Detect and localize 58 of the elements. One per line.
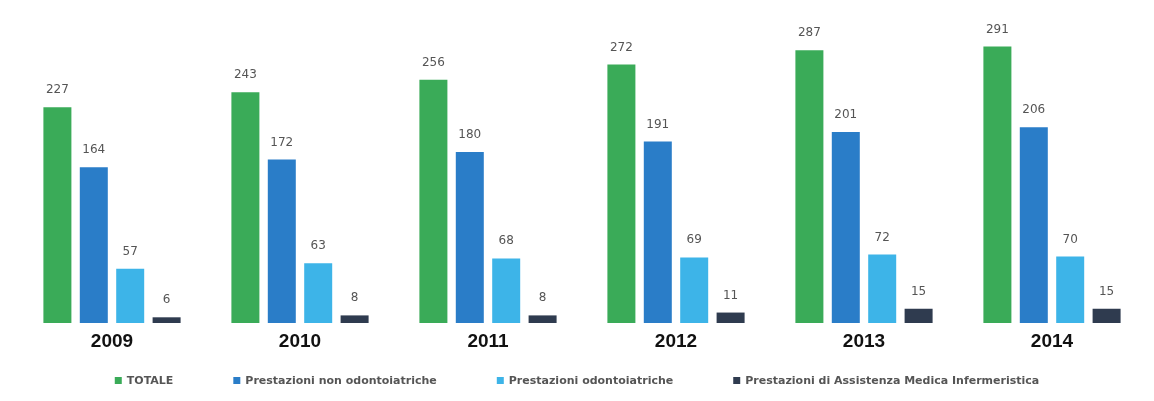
bar — [419, 79, 448, 323]
x-tick-label: 2010 — [278, 330, 322, 351]
bar — [43, 107, 72, 323]
bar — [1056, 256, 1085, 323]
data-label: 15 — [910, 283, 927, 298]
data-label: 57 — [122, 243, 138, 258]
data-label: 11 — [722, 287, 739, 302]
data-label: 172 — [270, 134, 294, 149]
data-label: 227 — [45, 82, 69, 97]
x-tick-label: 2014 — [1030, 330, 1074, 351]
bar — [1019, 127, 1048, 323]
bar — [680, 257, 709, 323]
legend-label: Prestazioni odontoiatriche — [508, 374, 674, 387]
data-label: 164 — [82, 142, 106, 157]
bar — [607, 64, 636, 323]
x-tick-label: 2013 — [842, 330, 886, 351]
bar — [868, 254, 897, 323]
bar — [79, 167, 108, 323]
data-label: 72 — [874, 229, 890, 244]
data-label: 70 — [1062, 231, 1078, 246]
data-label: 8 — [538, 290, 547, 305]
data-label: 15 — [1098, 283, 1115, 298]
bar — [643, 141, 672, 323]
data-label: 243 — [233, 67, 257, 82]
data-label: 191 — [646, 116, 670, 131]
data-label: 201 — [834, 107, 858, 122]
x-tick-label: 2009 — [90, 330, 134, 351]
data-label: 256 — [421, 54, 445, 69]
data-label: 206 — [1022, 102, 1046, 117]
legend-label: Prestazioni non odontoiatriche — [245, 374, 437, 387]
legend-label: Prestazioni di Assistenza Medica Infermeristica — [745, 374, 1040, 387]
data-label: 8 — [350, 290, 359, 305]
bar — [983, 46, 1012, 323]
bar — [231, 92, 260, 323]
data-label: 68 — [498, 233, 514, 248]
data-label: 69 — [686, 232, 702, 247]
bar — [152, 317, 181, 323]
data-label: 180 — [458, 127, 482, 141]
x-tick-label: 2012 — [654, 330, 698, 351]
bar — [831, 132, 860, 323]
legend-label: TOTALE — [126, 374, 174, 387]
bar — [904, 308, 933, 323]
bar — [116, 268, 145, 323]
data-label: 272 — [609, 39, 633, 54]
x-tick-label: 2011 — [467, 330, 510, 351]
bar — [267, 159, 296, 323]
bar — [716, 312, 745, 323]
bar — [795, 50, 824, 323]
data-label: 63 — [310, 238, 326, 253]
data-label: 6 — [162, 292, 171, 307]
bar — [455, 152, 484, 323]
bar — [304, 263, 333, 323]
data-label: 287 — [797, 25, 821, 40]
bar — [528, 315, 557, 323]
bar — [492, 258, 521, 323]
bar — [340, 315, 369, 323]
data-label: 291 — [985, 21, 1009, 36]
bar — [1092, 308, 1121, 323]
